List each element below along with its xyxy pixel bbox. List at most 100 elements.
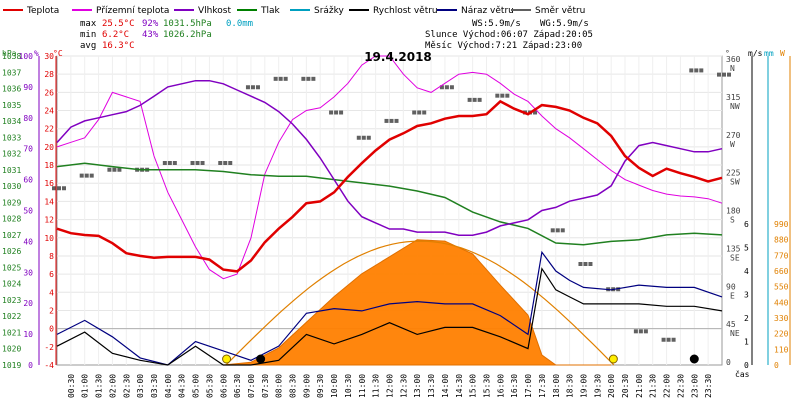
time-tick-label: 01:30 (95, 374, 104, 398)
wind-direction-point (727, 72, 731, 77)
hpa-tick-label: 1023 (2, 296, 21, 305)
axis-unit-cas: čas (735, 369, 750, 379)
wind-direction-point (57, 186, 61, 191)
wind-direction-point (722, 72, 726, 77)
solar-tick-label: 660 (774, 267, 789, 276)
wind-direction-point (167, 161, 172, 165)
direction-tick-label: 360 (726, 55, 741, 64)
wind-direction-point (412, 110, 417, 115)
stat-avg-temp: 16.3°C (102, 41, 135, 51)
temp-tick-label: 26 (44, 88, 54, 97)
stat-min-label: min (80, 30, 96, 40)
stat-min-temp: 6.2°C (102, 30, 129, 40)
time-tick-label: 21:30 (649, 374, 658, 398)
pct-tick-label: 20 (23, 299, 33, 308)
pct-tick-label: 50 (23, 207, 33, 216)
wind-direction-point (550, 228, 555, 233)
time-tick-label: 19:30 (593, 374, 602, 398)
time-tick-label: 11:00 (358, 374, 367, 398)
hpa-tick-label: 1037 (2, 68, 21, 77)
wind-direction-point (172, 161, 177, 165)
wind-tick-label: 0 (744, 361, 749, 370)
wind-direction-point (689, 68, 694, 73)
hpa-tick-label: 1036 (2, 85, 21, 94)
stat-min-press: 1026.2hPa (163, 30, 212, 40)
direction-tick-label: E (730, 291, 735, 300)
time-tick-label: 17:00 (524, 374, 533, 398)
direction-tick-label: SE (730, 253, 740, 262)
wind-tick-label: 2 (744, 314, 749, 323)
stat-max-hum: 92% (142, 19, 159, 29)
time-tick-label: 03:30 (150, 374, 159, 398)
solar-tick-label: 330 (774, 314, 789, 323)
legend-label: Srážky (314, 6, 345, 16)
wind-direction-point (107, 167, 112, 172)
wind-direction-point (255, 85, 260, 90)
wind-direction-point (52, 186, 56, 191)
wind-direction-point (422, 110, 427, 115)
temp-tick-label: 18 (44, 161, 54, 170)
hpa-tick-label: 1022 (2, 312, 21, 321)
axis-unit-degc: °C (53, 49, 63, 58)
solar-tick-label: 550 (774, 283, 789, 292)
temp-tick-label: 0 (49, 325, 54, 334)
temp-tick-label: 28 (44, 70, 54, 79)
wind-direction-point (162, 161, 167, 165)
wind-direction-point (283, 76, 288, 81)
temp-tick-label: 8 (49, 252, 54, 261)
time-tick-label: 20:30 (621, 374, 630, 398)
solar-tick-label: 440 (774, 298, 789, 307)
stat-wg: WG:5.9m/s (540, 19, 589, 29)
wind-direction-point (444, 85, 449, 90)
wind-direction-point (112, 167, 117, 172)
wind-tick-label: 6 (744, 220, 749, 229)
temp-tick-label: 20 (44, 143, 54, 152)
temperature-line (56, 99, 723, 273)
time-tick-label: 05:30 (205, 374, 214, 398)
wind-direction-point (699, 68, 704, 73)
time-tick-label: 17:30 (538, 374, 547, 398)
direction-tick-label: 180 (726, 207, 741, 216)
hpa-tick-label: 1028 (2, 215, 21, 224)
wind-direction-point (495, 93, 500, 98)
pct-tick-label: 80 (23, 114, 33, 123)
stat-moon: Měsíc Východ:7:21 Západ:23:00 (425, 41, 582, 51)
solar-tick-label: 220 (774, 330, 789, 339)
time-tick-label: 20:00 (607, 374, 616, 398)
time-tick-label: 02:00 (108, 374, 117, 398)
wind-direction-point (245, 85, 250, 90)
wind-direction-point (356, 135, 361, 140)
moonrise-icon (256, 354, 266, 364)
solar-tick-label: 110 (774, 345, 789, 354)
wind-direction-point (311, 76, 316, 81)
moonset-icon (689, 354, 699, 364)
hpa-tick-label: 1038 (2, 52, 21, 61)
wind-direction-point (449, 85, 454, 90)
wind-direction-point (555, 228, 560, 233)
time-tick-label: 16:00 (496, 374, 505, 398)
time-tick-label: 12:30 (399, 374, 408, 398)
wind-direction-point (717, 72, 721, 77)
direction-tick-label: S (730, 216, 735, 225)
hpa-tick-label: 1032 (2, 150, 21, 159)
temp-tick-label: 30 (44, 52, 54, 61)
temp-tick-label: -4 (44, 361, 54, 370)
wind-direction-point (339, 110, 344, 115)
legend-label: Teplota (26, 6, 59, 16)
legend-label: Náraz větru (461, 6, 514, 16)
time-tick-label: 18:30 (566, 374, 575, 398)
wind-direction-point (361, 135, 366, 140)
wind-direction-point (306, 76, 311, 81)
wind-tick-label: 4 (744, 267, 749, 276)
time-tick-label: 14:00 (441, 374, 450, 398)
time-tick-label: 05:00 (192, 374, 201, 398)
wind-direction-point (334, 110, 339, 115)
time-tick-label: 06:30 (233, 374, 242, 398)
wind-direction-point (661, 337, 666, 342)
pressure-line (56, 162, 723, 246)
pct-tick-label: 100 (19, 52, 34, 61)
time-tick-label: 06:00 (219, 374, 228, 398)
direction-tick-label: 45 (726, 320, 736, 329)
time-tick-label: 15:00 (469, 374, 478, 398)
